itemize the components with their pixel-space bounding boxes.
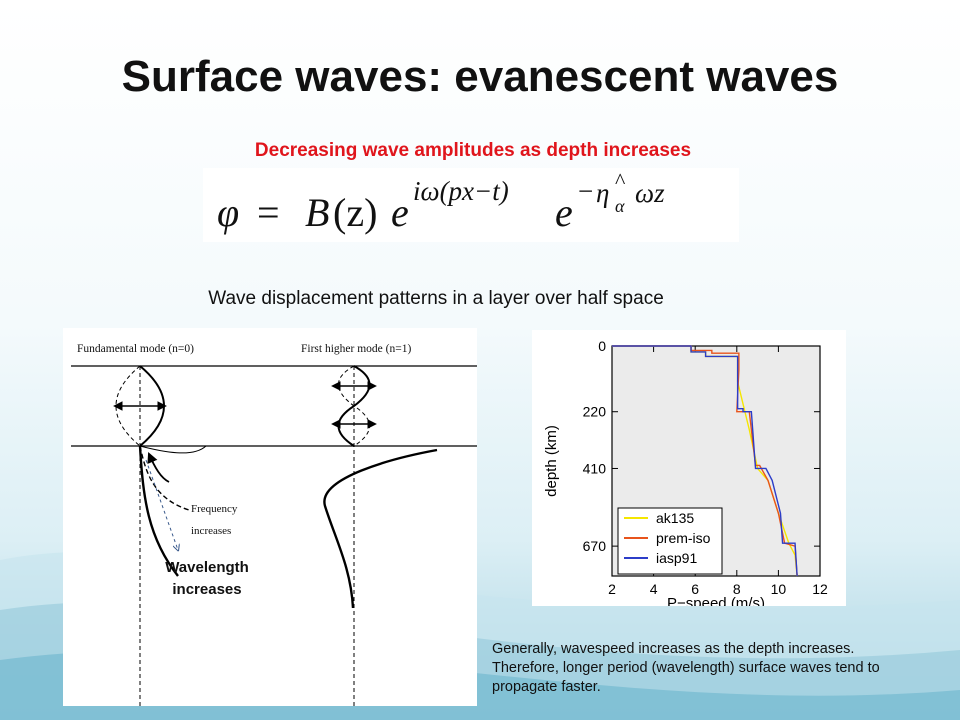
slide-subtitle: Decreasing wave amplitudes as depth incr… xyxy=(254,140,692,161)
eq-b: B xyxy=(305,190,329,235)
x-tick-label: 4 xyxy=(650,581,658,597)
decay-curve-long xyxy=(138,445,179,577)
series-line-iasp91 xyxy=(612,345,798,577)
x-tick-label: 10 xyxy=(771,581,787,597)
mode-figure: Fundamental mode (n=0) First higher mode… xyxy=(63,328,477,706)
decay-curve-short xyxy=(139,445,207,454)
y-axis-title: depth (km) xyxy=(543,425,560,497)
fundamental-mode-label: Fundamental mode (n=0) xyxy=(77,343,194,355)
legend-label-prem-iso: prem-iso xyxy=(656,530,711,546)
y-tick-label: 670 xyxy=(583,538,607,554)
wavelength-label-line-1: Wavelength xyxy=(165,559,249,576)
equation-box: φ = B (z) e iω(px−t) e − η ^ α ωz xyxy=(203,168,739,242)
eq-phi: φ xyxy=(217,190,239,235)
y-tick-label: 410 xyxy=(583,460,607,476)
eq-omega-z: ωz xyxy=(635,178,665,208)
eq-z-arg: (z) xyxy=(333,190,377,235)
note-text: Generally, wavespeed increases as the de… xyxy=(492,641,880,695)
x-tick-label: 8 xyxy=(733,581,741,597)
frequency-arrow xyxy=(147,452,170,483)
frequency-label-line-1: Frequency xyxy=(191,503,238,515)
legend-label-iasp91: iasp91 xyxy=(656,550,697,566)
p-speed-chart: 2 4 6 8 10 12 0 220 410 670 ak135 prem-iso iasp91 P… xyxy=(532,330,846,612)
eq-hat: ^ xyxy=(615,168,626,193)
wavelength-arrow xyxy=(145,459,178,550)
decay-curve-dashed xyxy=(139,445,190,511)
slide-title: Surface waves: evanescent waves xyxy=(121,52,839,101)
legend-label-ak135: ak135 xyxy=(656,510,694,526)
x-tick-label: 2 xyxy=(608,581,616,597)
equation: φ = B (z) e iω(px−t) e − η ^ α ωz xyxy=(217,168,665,235)
eq-eta: η xyxy=(596,178,609,208)
x-axis-title: P−speed (m/s) xyxy=(667,595,765,606)
figure-caption: Wave displacement patterns in a layer ov… xyxy=(208,288,664,309)
eq-e1: e xyxy=(391,190,409,235)
frequency-label-line-2: increases xyxy=(191,525,231,537)
y-tick-label: 220 xyxy=(583,404,607,420)
eq-exponent-1: iω(px−t) xyxy=(413,176,509,206)
eq-alpha: α xyxy=(615,196,625,216)
wavelength-label-line-2: increases xyxy=(172,581,241,598)
y-tick-label: 0 xyxy=(598,338,606,354)
higher-mode-label: First higher mode (n=1) xyxy=(301,343,411,355)
x-tick-label: 12 xyxy=(812,581,828,597)
eq-e2: e xyxy=(555,190,573,235)
eq-equals: = xyxy=(257,190,280,235)
higher-dashed-curve xyxy=(338,365,370,447)
eq-minus: − xyxy=(578,176,593,206)
x-tick-label: 6 xyxy=(691,581,699,597)
higher-decay-curve xyxy=(323,448,438,609)
